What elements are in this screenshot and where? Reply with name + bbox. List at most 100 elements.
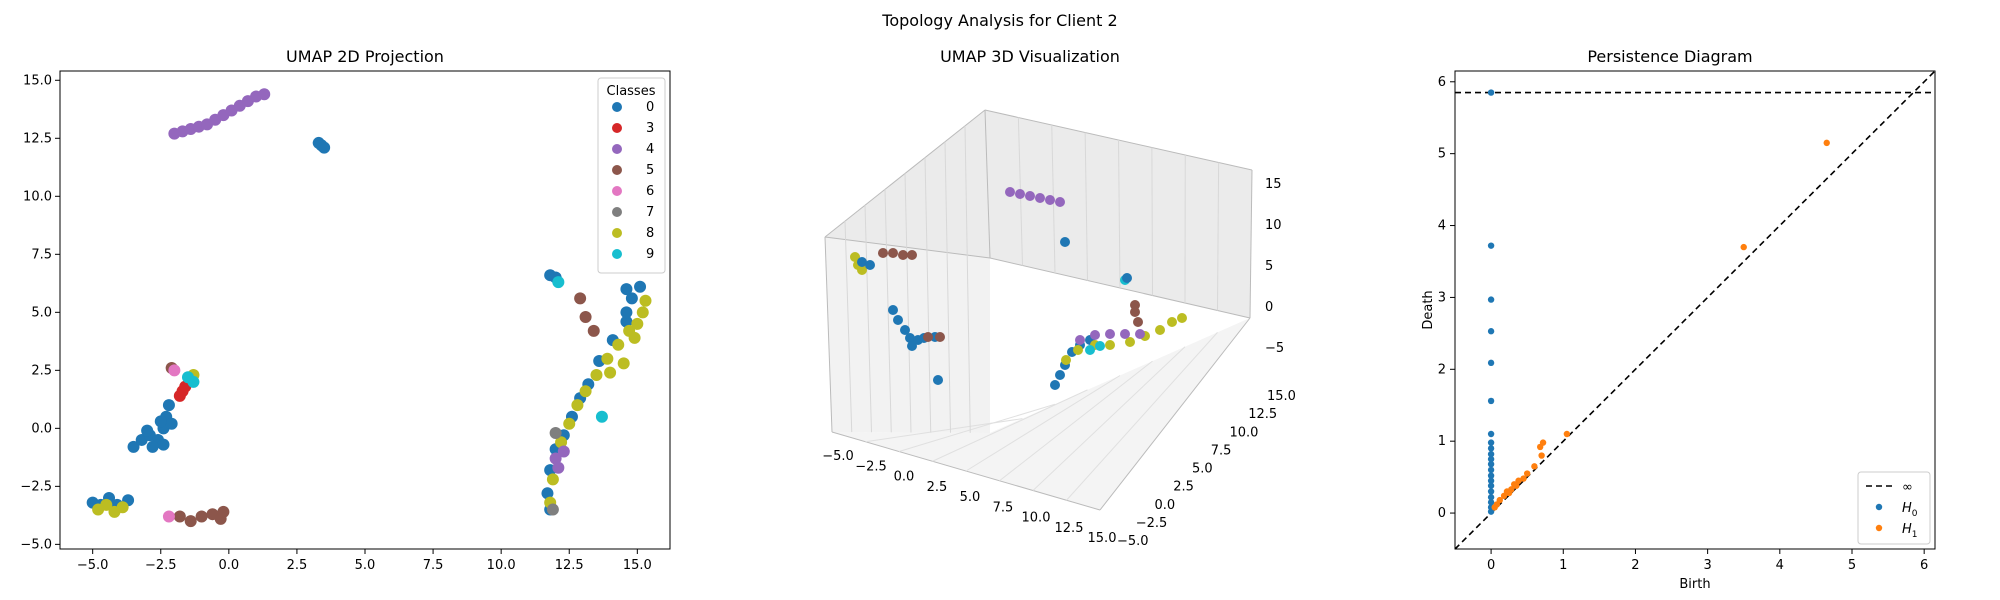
back-pane (825, 110, 1252, 318)
point-class-5 (888, 248, 898, 258)
umap-2d-legend: Classes 0 3 4 5 6 7 8 9 (597, 77, 666, 274)
y-tick-label: 2.5 (1173, 480, 1194, 495)
point-class-0 (893, 315, 903, 325)
point-h0 (1487, 430, 1495, 438)
x-tick-label: −2.5 (145, 558, 177, 573)
persistence-chart: Persistence Diagram 0 1 2 3 4 5 6 0 1 2 3 4 5 6 Birth… (1421, 47, 1936, 592)
y-tick-label: −2.5 (1136, 516, 1168, 531)
point-h1 (1536, 443, 1544, 451)
point-class-0 (541, 487, 554, 500)
point-h1 (1531, 463, 1538, 470)
point-class-5 (587, 324, 600, 337)
point-class-8 (604, 366, 617, 379)
point-class-0 (165, 417, 178, 430)
y-tick-label: 10.0 (1230, 425, 1259, 440)
point-h0 (1487, 328, 1495, 335)
point-class-0 (127, 440, 140, 453)
point-class-7 (549, 426, 562, 439)
y-tick-label: 0.0 (1155, 498, 1176, 513)
x-tick-label: −5.0 (822, 449, 854, 464)
y-tick-label: 15.0 (1267, 389, 1296, 404)
point-class-0 (620, 283, 633, 296)
point-h1 (1500, 492, 1508, 500)
legend-marker-9 (612, 249, 622, 259)
point-class-5 (173, 510, 186, 523)
point-class-8 (563, 417, 576, 430)
point-class-8 (617, 357, 630, 370)
legend-marker-8 (612, 228, 622, 238)
grid-line (932, 389, 1088, 462)
legend-marker-4 (612, 144, 622, 154)
x-tick-label: 7.5 (993, 500, 1014, 515)
point-h0 (1487, 494, 1495, 501)
x-tick-label: 10.0 (487, 558, 516, 573)
legend-label: H1 (1902, 522, 1918, 540)
y-tick-label: −5.0 (20, 537, 52, 552)
point-class-8 (636, 306, 649, 319)
point-class-8 (555, 436, 568, 449)
point-h1 (1491, 504, 1498, 511)
point-class-0 (888, 305, 898, 315)
point-class-0 (905, 333, 915, 343)
legend-label: 6 (646, 184, 654, 199)
x-tick-label: 5.0 (960, 490, 981, 505)
point-class-4 (552, 461, 565, 474)
legend-marker-6 (612, 186, 622, 196)
legend-label: H0 (1902, 501, 1918, 519)
point-class-5 (217, 505, 230, 518)
legend-box (597, 77, 666, 274)
y-tick-label: −5.0 (1117, 534, 1149, 549)
legend-box (1857, 471, 1931, 545)
legend-title: Classes (607, 84, 656, 99)
y-tick-label: 5.0 (1192, 462, 1213, 477)
point-class-0 (318, 141, 331, 154)
umap-2d-chart: UMAP 2D Projection −5.0 −2.5 0.0 2.5 5.0 7.5 1… (20, 47, 671, 573)
point-class-8 (1061, 355, 1071, 365)
point-class-4 (1105, 329, 1115, 339)
y-tick-label: −2.5 (20, 479, 52, 494)
x-tick-label: 12.5 (555, 558, 584, 573)
grid-line (1217, 162, 1220, 311)
point-class-8 (1177, 313, 1187, 323)
point-class-5 (579, 310, 592, 323)
persistence-ticks: 0 1 2 3 4 5 6 0 1 2 3 4 5 6 (1438, 75, 1929, 573)
point-class-7 (546, 503, 559, 516)
point-class-8 (1155, 325, 1165, 335)
y-tick-label: 12.5 (23, 131, 52, 146)
point-class-8 (639, 294, 652, 307)
umap-2d-ticks: −5.0 −2.5 0.0 2.5 5.0 7.5 10.0 12.5 15.0 −5.0 −2.5… (20, 73, 651, 573)
point-h0 (1487, 508, 1495, 515)
point-class-8 (850, 252, 860, 262)
grid-line (965, 375, 1121, 472)
point-class-4 (258, 88, 271, 101)
x-tick-label: 10.0 (1022, 511, 1051, 526)
x-tick-label: 3 (1703, 558, 1711, 573)
z-tick-label: 10 (1265, 218, 1282, 233)
grid-line (1066, 332, 1218, 501)
point-h1 (1523, 470, 1531, 477)
legend-label-base: H (1902, 501, 1912, 516)
point-class-4 (1015, 189, 1025, 199)
point-class-9 (1095, 341, 1105, 351)
x-tick-label: 0.0 (218, 558, 239, 573)
legend-marker-0 (612, 102, 622, 112)
y-tick-label: 2 (1438, 362, 1446, 377)
point-class-8 (579, 385, 592, 398)
point-class-0 (141, 424, 154, 437)
point-class-9 (595, 410, 608, 423)
grid-line (864, 205, 872, 433)
grid-line (964, 125, 971, 433)
grid-line (898, 403, 1056, 452)
umap-3d-title: UMAP 3D Visualization (940, 47, 1120, 66)
point-class-4 (1045, 195, 1055, 205)
y-tick-label: 5 (1438, 147, 1446, 162)
x-tick-label: −2.5 (855, 459, 887, 474)
persistence-title: Persistence Diagram (1587, 47, 1752, 66)
point-class-5 (1130, 300, 1140, 310)
legend-label: 7 (646, 205, 654, 220)
point-class-0 (634, 280, 647, 293)
point-class-5 (1133, 317, 1143, 327)
y-tick-label: 4 (1438, 219, 1446, 234)
y-tick-label: 7.5 (1211, 443, 1232, 458)
